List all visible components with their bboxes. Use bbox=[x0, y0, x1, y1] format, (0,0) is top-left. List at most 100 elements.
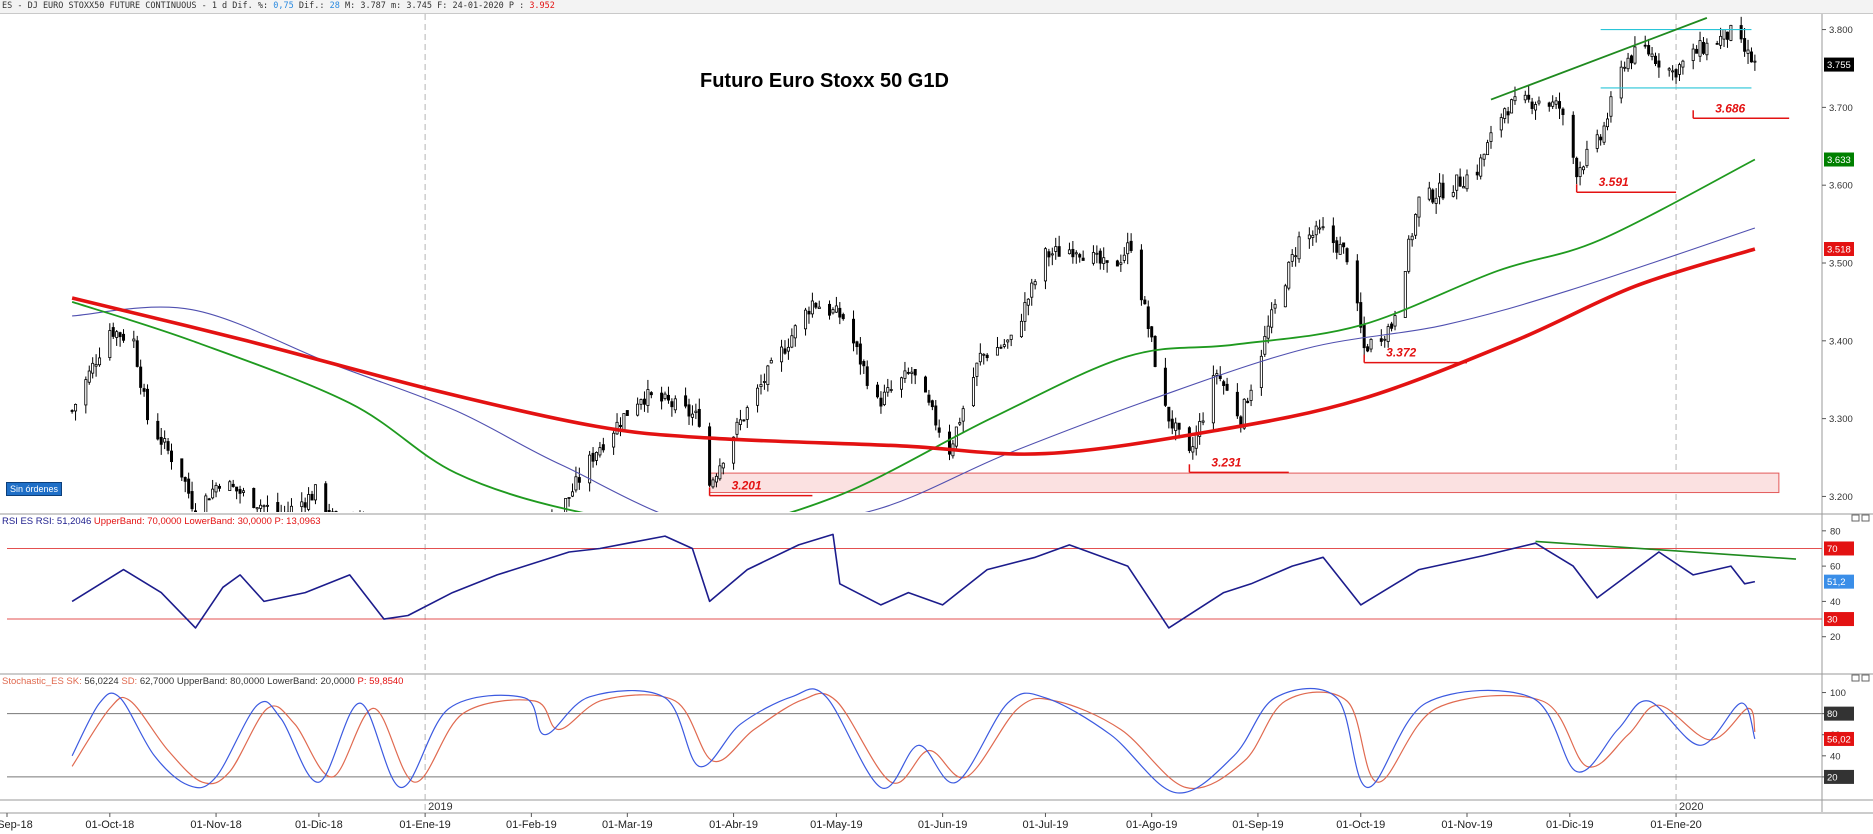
candle-body bbox=[1657, 60, 1661, 68]
candle-body bbox=[1338, 243, 1342, 255]
candle-body bbox=[660, 392, 664, 402]
candle-body bbox=[1465, 174, 1469, 190]
candle-body bbox=[1345, 248, 1349, 263]
support-label: 3.686 bbox=[1715, 101, 1745, 115]
candle-body bbox=[1623, 66, 1627, 69]
candle-body bbox=[1698, 40, 1702, 57]
candle-body bbox=[1595, 134, 1599, 149]
candle-body bbox=[118, 332, 122, 338]
ma-value-tag-bg bbox=[1824, 241, 1854, 256]
candle-body bbox=[1002, 344, 1006, 347]
candle-body bbox=[786, 346, 790, 352]
candle-body bbox=[1187, 427, 1191, 451]
candle-body bbox=[1482, 153, 1486, 160]
candle-body bbox=[790, 335, 794, 348]
candle-body bbox=[407, 654, 409, 667]
candle-body bbox=[1390, 323, 1394, 329]
candle-body bbox=[1163, 367, 1167, 406]
candle-body bbox=[687, 404, 691, 417]
support-label: 3.591 bbox=[1599, 175, 1629, 189]
candle-body bbox=[985, 354, 989, 359]
candle-body bbox=[355, 521, 357, 524]
candle-body bbox=[1105, 260, 1109, 263]
candle-body bbox=[214, 485, 218, 493]
candle-body bbox=[738, 419, 742, 425]
header-bar: ES - DJ EURO STOXX50 FUTURE CONTINUOUS -… bbox=[0, 0, 1873, 14]
candle-body bbox=[718, 465, 722, 480]
candle-body bbox=[814, 302, 818, 308]
candle-body bbox=[1167, 406, 1171, 422]
candle-body bbox=[1681, 60, 1685, 68]
rsi-lower-value: 30,0000 bbox=[237, 516, 272, 527]
candle-body bbox=[187, 478, 191, 494]
candle-body bbox=[574, 476, 578, 491]
trend-line bbox=[1490, 17, 1708, 101]
candle-body bbox=[1379, 338, 1383, 342]
rsi-upper-value: 70,0000 bbox=[147, 516, 182, 527]
candle-body bbox=[1266, 325, 1270, 339]
candle-body bbox=[1198, 421, 1202, 437]
candle-body bbox=[762, 381, 766, 383]
order-status-button[interactable]: Sin órdenes bbox=[6, 482, 63, 496]
candle-body bbox=[1019, 320, 1023, 338]
rsi-upper-label: UpperBand: bbox=[93, 516, 145, 527]
candle-body bbox=[1575, 157, 1579, 178]
candle-body bbox=[1674, 69, 1678, 78]
candle-body bbox=[1510, 99, 1514, 114]
candle-body bbox=[618, 424, 622, 428]
candle-body bbox=[327, 510, 331, 512]
support-zone bbox=[709, 472, 1780, 494]
candle-body bbox=[1143, 299, 1147, 305]
candle-body bbox=[1434, 197, 1438, 204]
max-value: 3.787 bbox=[360, 1, 386, 11]
candle-body bbox=[1081, 257, 1085, 261]
candle-body bbox=[180, 458, 184, 478]
candle-body bbox=[397, 637, 399, 643]
candle-body bbox=[567, 497, 571, 499]
rsi-last-tag: 51,2 bbox=[1827, 577, 1846, 588]
candle-body bbox=[379, 585, 381, 605]
candle-body bbox=[1043, 248, 1047, 282]
stoch-lower-label: LowerBand: bbox=[267, 676, 318, 687]
candle-body bbox=[431, 626, 433, 639]
candle-body bbox=[714, 475, 718, 483]
candle-body bbox=[469, 579, 471, 605]
candle-body bbox=[1311, 235, 1315, 238]
candle-body bbox=[551, 517, 553, 527]
candle-body bbox=[87, 370, 91, 383]
candle-body bbox=[362, 515, 364, 525]
candle-body bbox=[262, 505, 266, 508]
candle-body bbox=[1705, 42, 1709, 56]
candle-body bbox=[601, 444, 605, 451]
candle-body bbox=[193, 510, 197, 512]
stoch-p-value: 59,8540 bbox=[369, 676, 404, 687]
candle-body bbox=[108, 330, 112, 359]
candle-body bbox=[766, 365, 770, 385]
candle-body bbox=[1047, 251, 1051, 258]
candle-body bbox=[1119, 262, 1123, 265]
candle-body bbox=[386, 636, 388, 638]
candle-body bbox=[1259, 355, 1263, 388]
candle-body bbox=[74, 403, 78, 412]
candle-body bbox=[745, 407, 749, 420]
candle-body bbox=[913, 369, 917, 376]
x-axis-label: 01-Mar-19 bbox=[602, 819, 653, 831]
candle-body bbox=[732, 436, 736, 464]
x-axis-label: 01-Ago-19 bbox=[1126, 819, 1177, 831]
ma-value-tag: 3.518 bbox=[1827, 244, 1851, 255]
candle-body bbox=[1023, 302, 1027, 322]
candle-body bbox=[1211, 375, 1215, 424]
candle-body bbox=[527, 522, 529, 532]
candle-body bbox=[1095, 252, 1099, 255]
candle-body bbox=[882, 391, 886, 406]
candle-body bbox=[1534, 104, 1538, 111]
rsi-band-tag-bg bbox=[1824, 612, 1854, 627]
candle-body bbox=[834, 305, 838, 313]
candle-body bbox=[1122, 254, 1126, 261]
candle-body bbox=[1551, 101, 1555, 107]
candle-body bbox=[265, 504, 269, 507]
candle-body bbox=[577, 477, 581, 483]
candle-body bbox=[523, 533, 525, 536]
candle-body bbox=[493, 550, 495, 574]
